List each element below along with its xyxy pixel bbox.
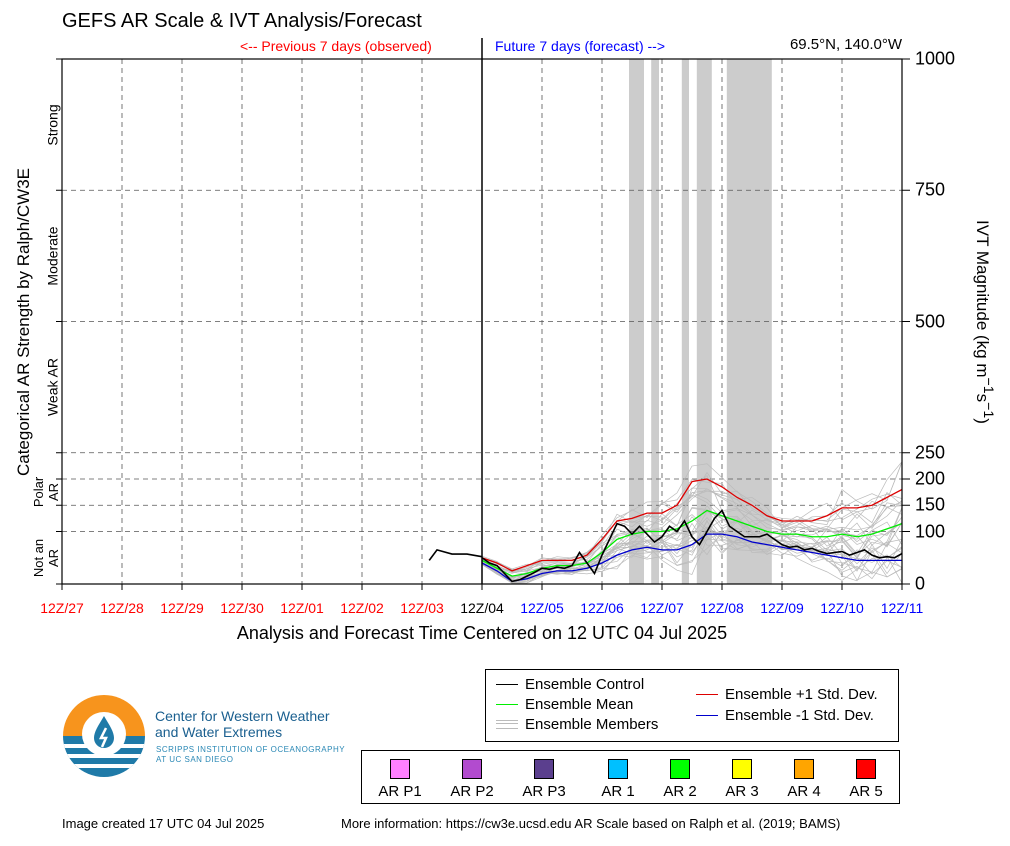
ensemble-member-line (481, 519, 903, 584)
ensemble-member-line (481, 521, 903, 580)
ar-scale-label: AR 4 (787, 783, 821, 800)
ar-scale-swatch (462, 759, 482, 779)
ar-scale-item: AR 5 (836, 759, 896, 800)
ar-scale-label: AR 2 (663, 783, 697, 800)
legend-plus-std-label: Ensemble +1 Std. Dev. (725, 686, 878, 703)
ar-scale-item: AR P3 (514, 759, 574, 800)
legend-mean-label: Ensemble Mean (525, 696, 634, 713)
legend-mean: Ensemble Mean (496, 696, 633, 713)
left-y-axis-title: Categorical AR Strength by Ralph/CW3E (14, 167, 33, 477)
x-axis-title: Analysis and Forecast Time Centered on 1… (236, 623, 728, 643)
x-tick-label: 12Z/02 (340, 600, 384, 616)
x-tick-label: 12Z/27 (40, 600, 84, 616)
x-tick-label: 12Z/28 (100, 600, 144, 616)
logo-title: Center for Western Weather and Water Ext… (155, 708, 330, 740)
x-tick-label: 12Z/11 (880, 600, 924, 616)
ensemble-member-line (481, 487, 903, 572)
logo-line-4: AT UC SAN DIEGO (156, 755, 234, 764)
ar-scale-legend: AR P1 AR P2 AR P3 AR 1 AR 2 AR 3 AR 4 AR 5 (361, 750, 900, 804)
series-line-minus_std (481, 533, 902, 583)
ar-scale-swatch (670, 759, 690, 779)
right-y-axis-title: IVT Magnitude (kg m−1s−1) (973, 220, 996, 424)
y-tick-label: 0 (915, 573, 926, 594)
x-tick-label: 12Z/09 (760, 600, 804, 616)
y-tick-label: 250 (915, 442, 946, 463)
legend-plus-std: Ensemble +1 Std. Dev. (696, 686, 878, 703)
ensemble-member-line (481, 475, 903, 572)
ar-scale-swatch (856, 759, 876, 779)
logo-line-1: Center for Western Weather (155, 708, 330, 724)
ar-scale-item: AR 1 (588, 759, 648, 800)
ensemble-member-line (481, 533, 903, 583)
x-tick-label: 12Z/01 (280, 600, 324, 616)
ar-scale-item: AR 3 (712, 759, 772, 800)
created-timestamp: Image created 17 UTC 04 Jul 2025 (62, 816, 265, 831)
y-tick-label: 150 (915, 494, 946, 515)
series-line-mean (481, 509, 903, 577)
ar-scale-label: AR P3 (522, 783, 566, 800)
legend-control-label: Ensemble Control (525, 676, 645, 693)
category-label: Strong (44, 104, 61, 146)
cw3e-logo-icon (63, 695, 145, 777)
x-tick-label: 12Z/04 (460, 600, 504, 616)
ar-scale-label: AR 3 (725, 783, 759, 800)
ensemble-member-line (481, 488, 903, 575)
series-line-control (481, 509, 903, 583)
location-label: 69.5°N, 140.0°W (789, 36, 902, 53)
ar-scale-item: AR P2 (442, 759, 502, 800)
x-tick-label: 12Z/06 (580, 600, 624, 616)
legend-minus-std: Ensemble -1 Std. Dev. (696, 707, 874, 724)
ar-scale-swatch (390, 759, 410, 779)
x-tick-label: 12Z/29 (160, 600, 204, 616)
ar-scale-swatch (608, 759, 628, 779)
legend-members-label: Ensemble Members (525, 716, 659, 733)
logo-line-2: and Water Extremes (155, 724, 283, 740)
logo-line-3: SCRIPPS INSTITUTION OF OCEANOGRAPHY (156, 745, 346, 754)
ar-scale-swatch (534, 759, 554, 779)
ar-scale-label: AR 5 (849, 783, 883, 800)
legend: Ensemble Control Ensemble Mean Ensemble … (485, 669, 899, 742)
chart-title: GEFS AR Scale & IVT Analysis/Forecast (62, 10, 422, 32)
category-label: Moderate (44, 226, 61, 286)
series-line-plus_std (481, 478, 903, 572)
category-label: Not an AR (31, 538, 61, 577)
y-tick-label: 750 (915, 179, 946, 200)
logo-subtitle: SCRIPPS INSTITUTION OF OCEANOGRAPHY AT U… (156, 745, 345, 765)
ar-scale-label: AR 1 (601, 783, 635, 800)
category-label: Polar AR (31, 476, 61, 508)
legend-minus-std-label: Ensemble -1 Std. Dev. (725, 707, 874, 724)
ensemble-member-line (481, 522, 903, 581)
x-tick-label: 12Z/05 (520, 600, 564, 616)
x-tick-label: 12Z/10 (820, 600, 864, 616)
y-tick-label: 200 (915, 468, 946, 489)
ar-scale-item: AR 4 (774, 759, 834, 800)
ensemble-member-line (481, 516, 903, 579)
category-label: Weak AR (44, 358, 61, 417)
ensemble-member-line (481, 490, 903, 571)
ar-scale-label: AR P1 (378, 783, 422, 800)
more-info-text: More information: https://cw3e.ucsd.edu … (341, 816, 841, 831)
ar-scale-swatch (732, 759, 752, 779)
ar-scale-swatch (794, 759, 814, 779)
series-line-observed (428, 548, 483, 561)
ar-scale-label: AR P2 (450, 783, 494, 800)
x-tick-label: 12Z/03 (400, 600, 444, 616)
shaded-period-1 (651, 59, 659, 584)
previous-days-label: <-- Previous 7 days (observed) (240, 38, 432, 54)
y-tick-label: 1000 (915, 48, 956, 69)
legend-control: Ensemble Control (496, 676, 644, 693)
future-days-label: Future 7 days (forecast) --> (495, 38, 666, 54)
y-tick-label: 100 (915, 521, 946, 541)
x-tick-label: 12Z/30 (220, 600, 264, 616)
y-tick-label: 500 (915, 311, 946, 331)
ar-scale-item: AR P1 (370, 759, 430, 800)
x-tick-label: 12Z/08 (700, 600, 744, 616)
x-tick-label: 12Z/07 (640, 600, 684, 616)
ensemble-member-line (481, 461, 903, 570)
legend-members: Ensemble Members (496, 716, 658, 733)
ensemble-member-line (481, 462, 903, 571)
ar-scale-item: AR 2 (650, 759, 710, 800)
